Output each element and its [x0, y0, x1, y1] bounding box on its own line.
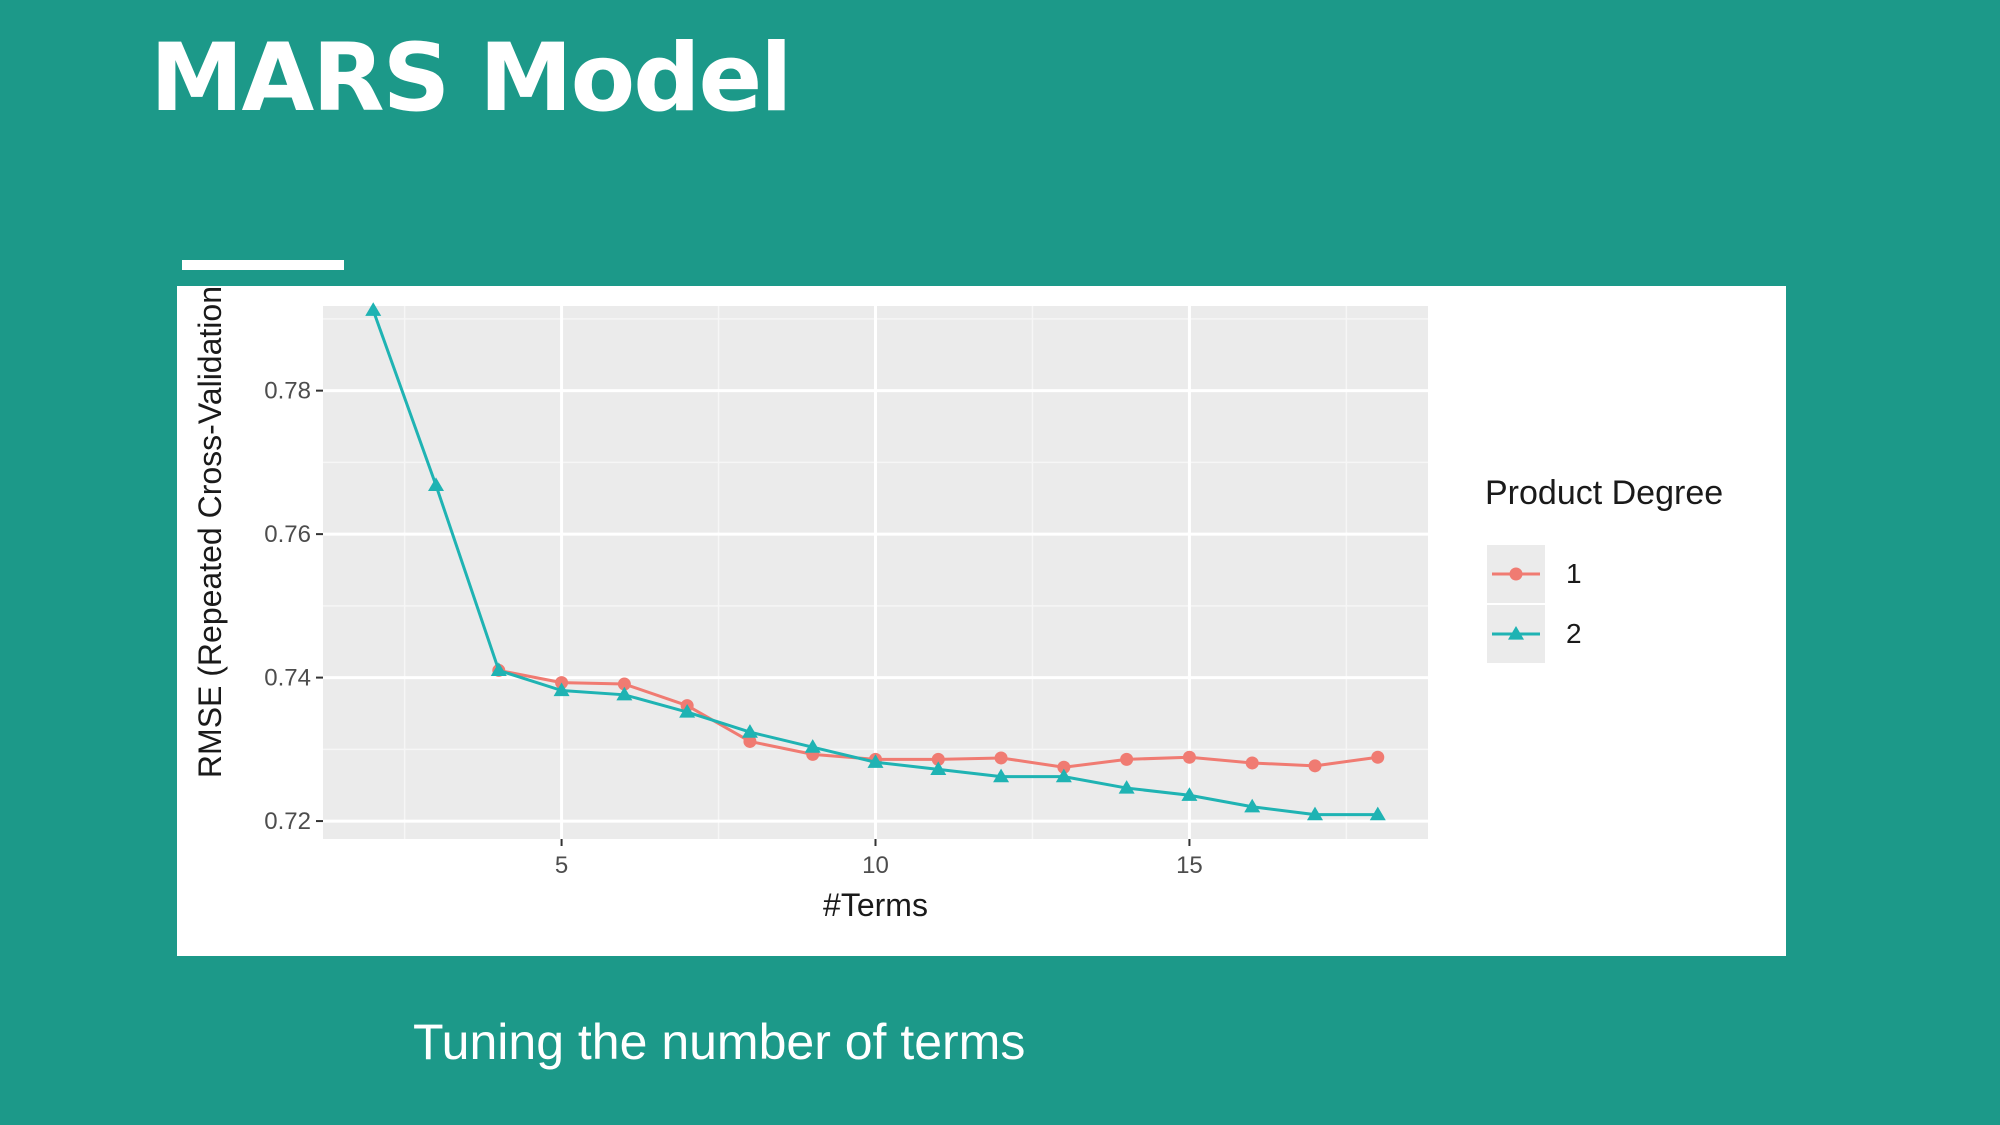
- rmse-line-chart: 5 10 15 0.72 0.74 0.76 0.78 #Terms RMSE (Repeate…: [192, 286, 1723, 923]
- legend: Product Degree 1 2: [1485, 474, 1723, 663]
- series-1: [492, 663, 1385, 774]
- series-1-point: [1120, 752, 1134, 766]
- plot-area: [323, 306, 1428, 839]
- x-tick-label: 15: [1176, 852, 1203, 879]
- series-1-point: [1308, 759, 1322, 773]
- series-2-point: [930, 761, 947, 776]
- series-1-point: [743, 734, 757, 748]
- x-axis-title: #Terms: [823, 887, 928, 923]
- y-tick-label: 0.78: [264, 378, 311, 405]
- series-2-point: [553, 682, 570, 697]
- x-tick-label: 10: [862, 852, 889, 879]
- legend-label: 1: [1566, 558, 1582, 589]
- series-1-point: [617, 677, 631, 691]
- legend-title: Product Degree: [1485, 474, 1723, 512]
- y-tick-label: 0.74: [264, 665, 311, 692]
- series-2: [365, 302, 1386, 821]
- series-2-point: [1369, 806, 1386, 821]
- series-1-point: [1182, 750, 1196, 764]
- series-2-point: [616, 686, 633, 701]
- series-2-point: [993, 768, 1010, 783]
- y-tick-label: 0.72: [264, 808, 311, 835]
- series: [365, 302, 1386, 821]
- slide-title: MARS Model: [150, 24, 792, 133]
- series-2-point: [804, 739, 821, 753]
- series-2-point: [679, 704, 696, 718]
- series-1-point: [1245, 756, 1259, 770]
- series-1-point: [931, 752, 945, 766]
- series-1-point: [1057, 760, 1071, 774]
- series-2-point: [365, 302, 382, 316]
- series-2-point: [1055, 768, 1072, 783]
- series-2-point: [1181, 787, 1198, 801]
- axes: 5 10 15 0.72 0.74 0.76 0.78 #Terms RMSE (Repeate…: [192, 286, 1203, 923]
- series-2-point: [1306, 806, 1323, 821]
- series-2-point: [1118, 780, 1135, 794]
- slide-caption: Tuning the number of terms: [413, 1014, 1026, 1070]
- legend-key-marker: [1509, 567, 1523, 581]
- legend-label: 2: [1566, 618, 1582, 649]
- x-tick-label: 5: [555, 852, 568, 879]
- series-2-point: [741, 724, 758, 738]
- series-2-point: [428, 477, 445, 491]
- y-tick-label: 0.76: [264, 521, 311, 548]
- series-2-point: [490, 662, 507, 677]
- chart-panel: 5 10 15 0.72 0.74 0.76 0.78 #Terms RMSE (Repeate…: [177, 286, 1786, 956]
- series-1-point: [994, 751, 1008, 765]
- series-2-point: [1244, 798, 1261, 813]
- series-2-point: [867, 754, 884, 768]
- y-axis-title: RMSE (Repeated Cross-Validation: [192, 286, 228, 778]
- series-1-point: [1371, 750, 1385, 764]
- legend-key-marker: [1508, 626, 1524, 640]
- title-underline: [182, 260, 344, 270]
